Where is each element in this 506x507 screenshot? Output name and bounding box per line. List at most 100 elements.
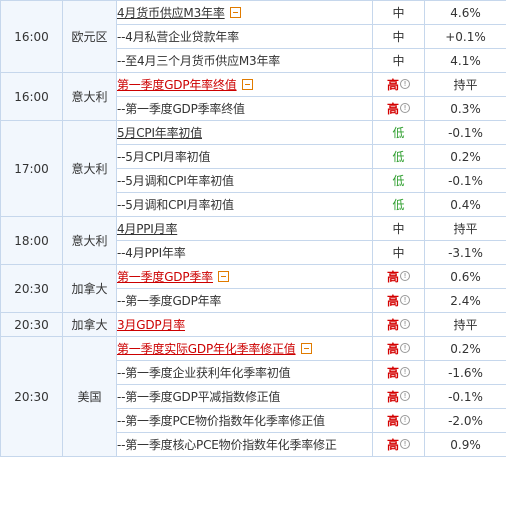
importance-label: 中 <box>392 6 405 20</box>
event-link[interactable]: 5月CPI年率初值 <box>117 126 203 140</box>
exclamation-circle-icon: ! <box>400 319 410 329</box>
event-value: -0.1% <box>424 168 506 193</box>
event-value: -1.6% <box>424 360 506 385</box>
event-value: 持平 <box>424 312 506 337</box>
event-value: 0.3% <box>424 96 506 121</box>
importance-label: 中 <box>392 54 405 68</box>
event-name: --4月PPI年率 <box>117 246 186 260</box>
event-name: --第一季度GDP年率 <box>117 294 222 308</box>
collapse-minus-icon[interactable] <box>241 79 253 90</box>
event-time: 20:30 <box>0 312 63 337</box>
importance-cell: 高! <box>372 384 425 409</box>
event-row: 16:00 欧元区 4月货币供应M3年率 中 4.6% <box>0 0 506 73</box>
importance-cell: 中 <box>372 216 425 241</box>
importance-label: 高 <box>386 390 399 404</box>
importance-cell: 高! <box>372 336 425 361</box>
event-name: --5月CPI月率初值 <box>117 150 211 164</box>
event-value: -0.1% <box>424 384 506 409</box>
event-name: --5月调和CPI年率初值 <box>117 174 235 188</box>
importance-cell: 高! <box>372 96 425 121</box>
exclamation-circle-icon: ! <box>400 79 410 89</box>
event-link[interactable]: 4月PPI月率 <box>117 222 178 236</box>
collapse-minus-icon[interactable] <box>229 7 241 18</box>
event-value: 4.1% <box>424 48 506 73</box>
importance-cell: 中 <box>372 48 425 73</box>
event-name-cell: 第一季度GDP年率终值 <box>116 72 373 97</box>
importance-label: 低 <box>392 198 405 212</box>
event-name: --第一季度PCE物价指数年化季率修正值 <box>117 414 326 428</box>
event-value: -3.1% <box>424 240 506 265</box>
event-value: 持平 <box>424 72 506 97</box>
importance-cell: 高! <box>372 408 425 433</box>
exclamation-circle-icon: ! <box>400 391 410 401</box>
event-value: -2.0% <box>424 408 506 433</box>
exclamation-circle-icon: ! <box>400 271 410 281</box>
importance-cell: 高! <box>372 312 425 337</box>
importance-label: 高 <box>386 270 399 284</box>
event-row: 16:00 意大利 第一季度GDP年率终值 高! 持平 <box>0 72 506 121</box>
importance-cell: 低 <box>372 192 425 217</box>
importance-label: 高 <box>386 414 399 428</box>
event-name-cell: --第一季度PCE物价指数年化季率修正值 <box>116 408 373 433</box>
event-name: --第一季度GDP平减指数修正值 <box>117 390 281 404</box>
importance-label: 高 <box>386 342 399 356</box>
importance-label: 中 <box>392 222 405 236</box>
importance-label: 高 <box>386 78 399 92</box>
event-region: 意大利 <box>62 216 117 265</box>
exclamation-circle-icon: ! <box>400 295 410 305</box>
importance-label: 低 <box>392 174 405 188</box>
importance-label: 高 <box>386 438 399 452</box>
event-value: 持平 <box>424 216 506 241</box>
event-name: --5月调和CPI月率初值 <box>117 198 235 212</box>
event-region: 加拿大 <box>62 264 117 313</box>
event-row: --至4月三个月货币供应M3年率 中 4.1% <box>1 48 506 73</box>
event-value: 0.4% <box>424 192 506 217</box>
importance-cell: 中 <box>372 0 425 25</box>
importance-label: 低 <box>392 150 405 164</box>
importance-cell: 低 <box>372 168 425 193</box>
event-name: --4月私营企业贷款年率 <box>117 30 240 44</box>
event-name-cell: --第一季度GDP季率终值 <box>116 96 373 121</box>
event-region: 意大利 <box>62 72 117 121</box>
importance-cell: 高! <box>372 288 425 313</box>
importance-label: 高 <box>386 366 399 380</box>
event-name-cell: 第一季度实际GDP年化季率修正值 <box>116 336 373 361</box>
exclamation-circle-icon: ! <box>400 103 410 113</box>
importance-label: 高 <box>386 318 399 332</box>
exclamation-circle-icon: ! <box>400 367 410 377</box>
event-value: 4.6% <box>424 0 506 25</box>
event-link[interactable]: 第一季度GDP季率 <box>117 270 214 284</box>
event-region: 加拿大 <box>62 312 117 337</box>
event-row: 18:00 意大利 4月PPI月率 中 持平 <box>0 216 506 265</box>
importance-cell: 高! <box>372 264 425 289</box>
event-name: --第一季度核心PCE物价指数年化季率修正 <box>117 438 337 452</box>
event-link[interactable]: 第一季度GDP年率终值 <box>117 78 237 92</box>
importance-cell: 高! <box>372 360 425 385</box>
event-name: --第一季度GDP季率终值 <box>117 102 246 116</box>
importance-label: 中 <box>392 30 405 44</box>
collapse-minus-icon[interactable] <box>217 271 229 282</box>
event-name-cell: --第一季度企业获利年化季率初值 <box>116 360 373 385</box>
event-time: 16:00 <box>0 0 63 73</box>
event-link[interactable]: 第一季度实际GDP年化季率修正值 <box>117 342 296 356</box>
event-name-cell: --4月私营企业贷款年率 <box>116 24 373 49</box>
event-name: --至4月三个月货币供应M3年率 <box>117 54 281 68</box>
event-time: 16:00 <box>0 72 63 121</box>
event-name-cell: 4月PPI月率 <box>116 216 373 241</box>
collapse-minus-icon[interactable] <box>300 343 312 354</box>
event-link[interactable]: 3月GDP月率 <box>117 318 186 332</box>
event-region: 意大利 <box>62 120 117 217</box>
event-time: 20:30 <box>0 264 63 313</box>
event-row: 17:00 意大利 5月CPI年率初值 低 -0.1% <box>0 120 506 217</box>
event-time: 17:00 <box>0 120 63 217</box>
event-value: 0.2% <box>424 336 506 361</box>
event-value: 0.9% <box>424 432 506 457</box>
economic-calendar-table: 16:00 欧元区 4月货币供应M3年率 中 4.6% --4月私营企业贷款年率… <box>0 0 506 457</box>
event-row: --5月调和CPI月率初值 低 0.4% <box>1 192 506 217</box>
event-row: 20:30 美国 第一季度实际GDP年化季率修正值 高! 0.2% <box>0 336 506 457</box>
exclamation-circle-icon: ! <box>400 439 410 449</box>
event-link[interactable]: 4月货币供应M3年率 <box>117 6 225 20</box>
event-time: 18:00 <box>0 216 63 265</box>
event-time: 20:30 <box>0 336 63 457</box>
event-name-cell: --5月CPI月率初值 <box>116 144 373 169</box>
